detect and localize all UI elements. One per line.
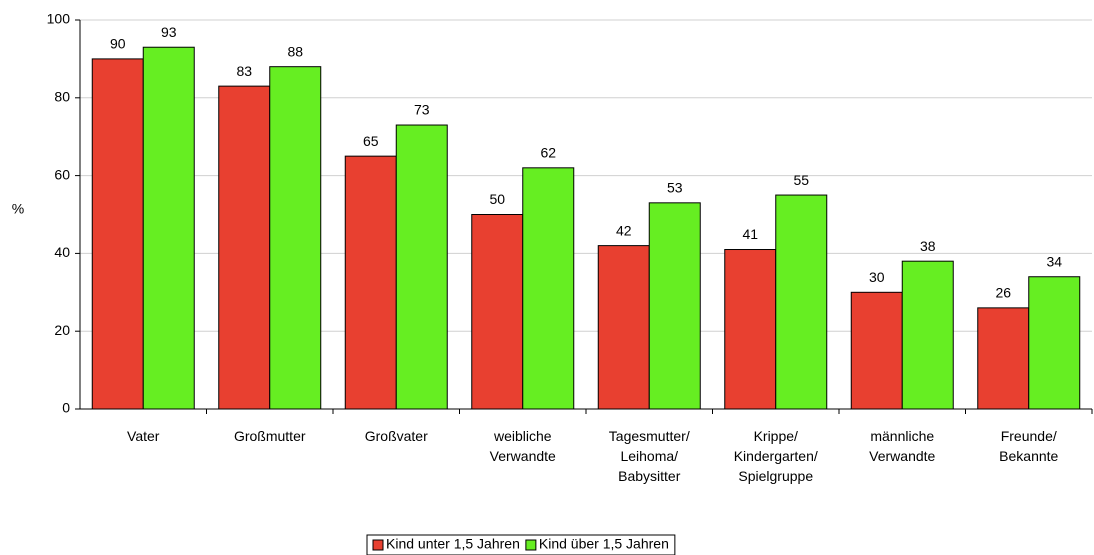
legend-label: Kind unter 1,5 Jahren [386,536,520,552]
x-tick-label: Tagesmutter/Leihoma/Babysitter [609,428,690,484]
legend-swatch [372,539,384,551]
bar [344,155,397,410]
bar [597,245,650,410]
y-tick-label: 100 [47,11,71,27]
legend-box [366,534,676,555]
y-tick-label: 0 [62,400,70,416]
y-tick-label: 20 [54,322,70,338]
value-label: 38 [920,238,936,254]
x-tick-label-line: Babysitter [618,468,681,484]
x-tick-label: Vater [127,428,160,444]
bar [142,46,195,410]
bar [775,194,828,410]
x-tick-label: Freunde/Bekannte [999,428,1058,464]
value-label: 62 [540,145,556,161]
bar [1028,276,1081,410]
y-tick-label: 40 [54,244,70,260]
value-label: 42 [616,222,632,238]
bar [901,260,954,410]
bar [850,291,903,410]
legend-label: Kind über 1,5 Jahren [539,536,669,552]
x-tick-label: Großmutter [234,428,306,444]
value-label: 88 [287,43,303,59]
bar [724,249,777,410]
value-label: 26 [995,285,1011,301]
x-tick-label-line: Bekannte [999,448,1058,464]
x-tick-label-line: Vater [127,428,160,444]
value-label: 83 [236,63,252,79]
x-tick-label: Krippe/Kindergarten/Spielgruppe [734,428,818,484]
x-tick-label-line: Verwandte [869,448,935,464]
bar [648,202,701,410]
bar [395,124,448,410]
x-tick-label-line: Spielgruppe [738,468,813,484]
x-tick-label: Großvater [365,428,428,444]
x-tick-label-line: weibliche [493,428,552,444]
legend-swatch [525,539,537,551]
bar [522,167,575,410]
value-label: 55 [793,172,809,188]
value-label: 53 [667,180,683,196]
value-label: 93 [161,24,177,40]
x-tick-label-line: Großmutter [234,428,306,444]
bar [218,85,271,410]
x-tick-label-line: Verwandte [490,448,556,464]
bar [977,307,1030,410]
x-tick-label-line: männliche [870,428,934,444]
x-tick-label-line: Tagesmutter/ [609,428,690,444]
x-tick-label-line: Kindergarten/ [734,448,818,464]
y-axis-label: % [12,201,24,217]
x-tick-label-line: Krippe/ [754,428,798,444]
x-tick-label-line: Freunde/ [1001,428,1057,444]
value-label: 65 [363,133,379,149]
bar [91,58,144,410]
value-label: 50 [489,191,505,207]
value-label: 41 [742,226,758,242]
value-label: 34 [1046,253,1062,269]
x-tick-label-line: Leihoma/ [620,448,678,464]
value-label: 90 [110,36,126,52]
legend: Kind unter 1,5 Jahren Kind über 1,5 Jahre… [366,534,676,555]
bar [471,214,524,410]
x-tick-label: weibliche Verwandte [490,428,556,464]
bar [269,66,322,410]
y-tick-label: 60 [54,166,70,182]
x-tick-label-line: Großvater [365,428,428,444]
x-tick-label: männliche Verwandte [869,428,935,464]
value-label: 73 [414,102,430,118]
value-label: 30 [869,269,885,285]
y-tick-label: 80 [54,89,70,105]
